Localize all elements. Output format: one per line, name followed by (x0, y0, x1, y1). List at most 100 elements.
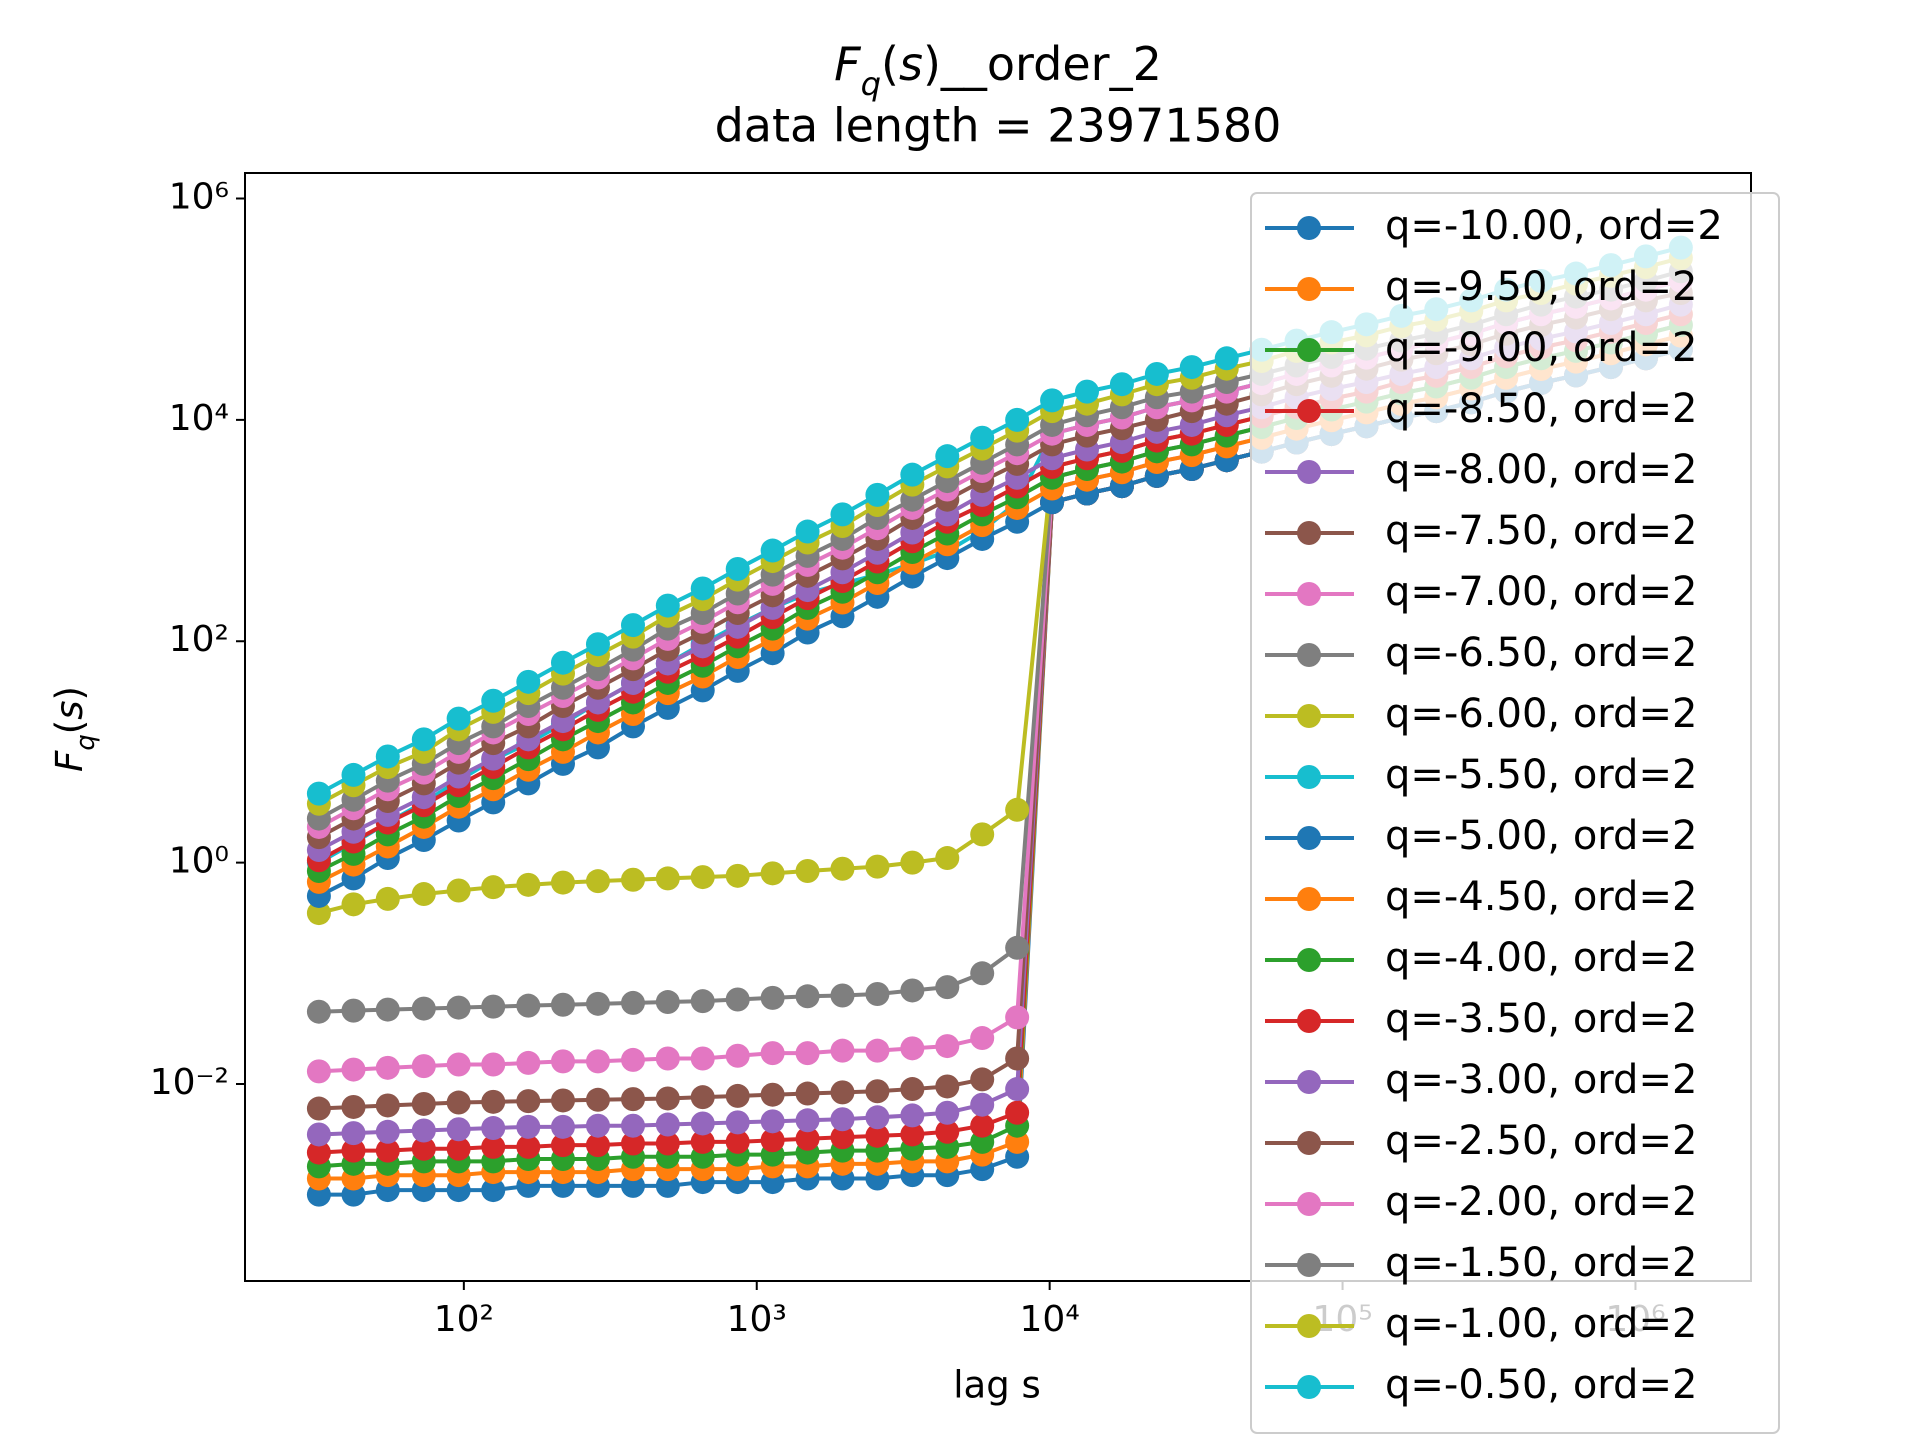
data-point (865, 1105, 890, 1130)
data-point (341, 1094, 366, 1119)
legend-marker (1297, 1192, 1321, 1216)
data-point (725, 1083, 750, 1108)
data-point (411, 1118, 436, 1143)
data-point (935, 975, 960, 1000)
label-part: ( (48, 720, 91, 734)
y-tick-label: 10⁻² (150, 1062, 229, 1103)
data-point (795, 1081, 820, 1106)
data-point (306, 1096, 331, 1121)
data-point (900, 978, 925, 1003)
data-point (550, 1114, 575, 1139)
data-point (725, 1110, 750, 1135)
x-tick-label: 10³ (727, 1299, 787, 1340)
data-point (690, 865, 715, 890)
data-point (725, 1043, 750, 1068)
data-point (375, 744, 400, 769)
data-point (1075, 379, 1100, 404)
data-point (375, 1055, 400, 1080)
data-point (900, 1103, 925, 1128)
data-point (1144, 361, 1169, 386)
data-point (690, 1046, 715, 1071)
legend-label: q=-6.00, ord=2 (1385, 691, 1697, 737)
data-point (446, 995, 471, 1020)
data-point (655, 1173, 680, 1198)
label-part: q (71, 734, 101, 750)
legend-label: q=-1.50, ord=2 (1385, 1240, 1697, 1286)
legend: q=-10.00, ord=2 q=-9.50, ord=2 q=-9.00, or… (1250, 192, 1780, 1434)
data-point (970, 1067, 995, 1092)
legend-marker (1297, 1009, 1321, 1033)
legend-label: q=-1.00, ord=2 (1385, 1301, 1697, 1347)
y-tick-label: 10⁰ (169, 841, 229, 882)
data-point (620, 613, 645, 638)
data-point (446, 1090, 471, 1115)
data-point (1005, 1005, 1030, 1030)
data-point (725, 863, 750, 888)
data-point (1214, 346, 1239, 371)
data-point (1005, 797, 1030, 822)
legend-label: q=-3.00, ord=2 (1385, 1057, 1697, 1103)
data-point (970, 1092, 995, 1117)
data-point (900, 1077, 925, 1102)
data-point (550, 992, 575, 1017)
data-point (446, 1136, 471, 1161)
data-point (795, 859, 820, 884)
data-point (725, 1129, 750, 1154)
data-point (306, 1122, 331, 1147)
data-point (865, 854, 890, 879)
data-point (655, 866, 680, 891)
data-point (1040, 388, 1065, 413)
data-point (481, 994, 506, 1019)
data-point (760, 538, 785, 563)
data-point (1109, 372, 1134, 397)
data-point (725, 987, 750, 1012)
data-point (306, 781, 331, 806)
data-point (830, 1125, 855, 1150)
legend-label: q=-5.50, ord=2 (1385, 752, 1697, 798)
data-point (306, 1140, 331, 1165)
data-point (795, 984, 820, 1009)
legend-marker (1297, 521, 1321, 545)
label-part: s (899, 37, 923, 91)
data-point (830, 502, 855, 527)
data-point (481, 688, 506, 713)
data-point (516, 1114, 541, 1139)
data-point (375, 886, 400, 911)
data-point (760, 985, 785, 1010)
data-point (760, 1082, 785, 1107)
legend-marker (1297, 765, 1321, 789)
data-point (1005, 1077, 1030, 1102)
data-point (516, 669, 541, 694)
data-point (516, 993, 541, 1018)
legend-marker (1297, 582, 1321, 606)
data-point (411, 1091, 436, 1116)
legend-marker (1297, 948, 1321, 972)
legend-marker (1297, 1070, 1321, 1094)
data-point (655, 593, 680, 618)
legend-label: q=-9.50, ord=2 (1385, 264, 1697, 310)
x-tick-label: 10⁴ (1020, 1299, 1080, 1340)
legend-label: q=-3.50, ord=2 (1385, 996, 1697, 1042)
data-point (516, 1134, 541, 1159)
label-part: F (48, 750, 91, 772)
data-point (446, 1052, 471, 1077)
legend-label: q=-2.00, ord=2 (1385, 1179, 1697, 1225)
legend-label: q=-7.00, ord=2 (1385, 569, 1697, 615)
data-point (411, 727, 436, 752)
data-point (585, 1087, 610, 1112)
y-tick-label: 10⁶ (169, 177, 229, 218)
data-point (1005, 1046, 1030, 1071)
data-point (341, 1138, 366, 1163)
data-point (760, 1128, 785, 1153)
data-point (760, 1109, 785, 1134)
legend-marker (1297, 887, 1321, 911)
legend-marker (1297, 399, 1321, 423)
label-part: ) (48, 686, 91, 700)
data-point (585, 991, 610, 1016)
data-point (725, 556, 750, 581)
data-point (516, 1050, 541, 1075)
legend-marker (1297, 826, 1321, 850)
data-point (655, 1131, 680, 1156)
legend-label: q=-8.50, ord=2 (1385, 386, 1697, 432)
data-point (830, 983, 855, 1008)
